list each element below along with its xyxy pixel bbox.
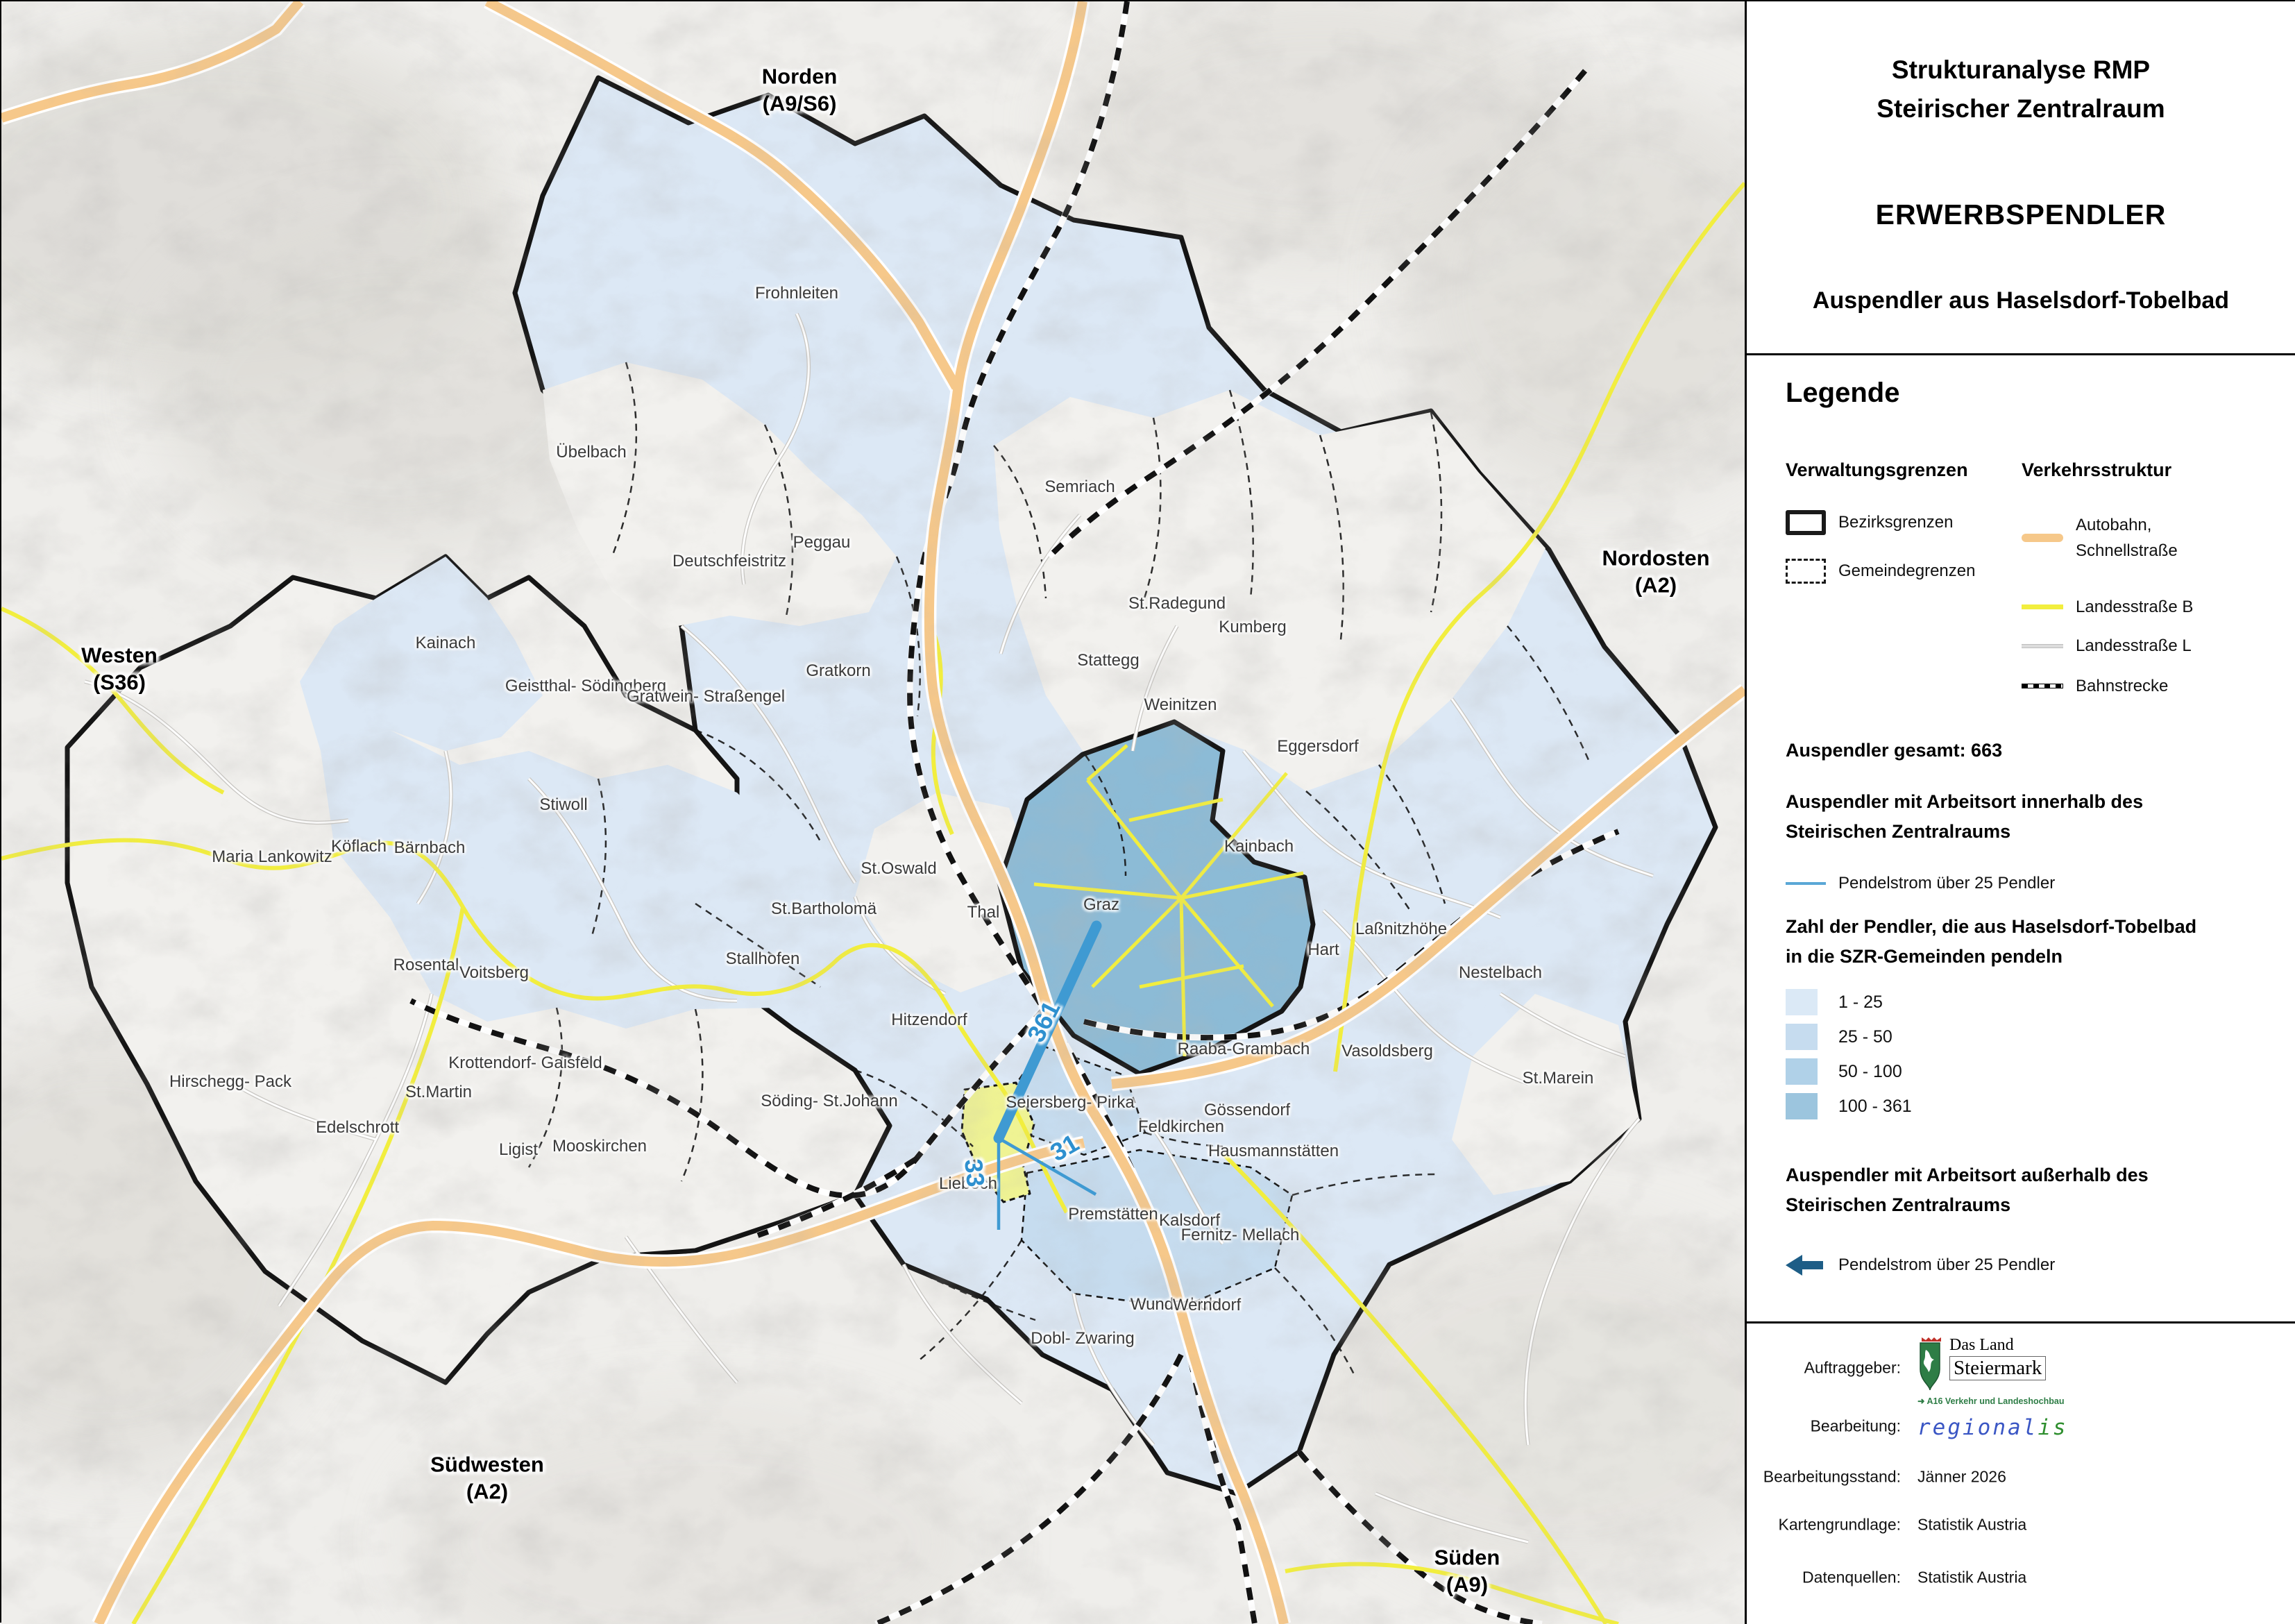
title-box: Strukturanalyse RMP Steirischer Zentralr… [1747, 1, 2295, 355]
credits-box: Auftraggeber: Das Land Steiermark ➜ A16 … [1747, 1321, 2295, 1624]
class-swatch-1 [1786, 989, 1818, 1015]
legend-item-bezirksgrenzen: Bezirksgrenzen [1786, 509, 1953, 535]
legend-item-label: Landesstraße B [2076, 598, 2194, 616]
district-border-icon [1786, 509, 1826, 535]
legend-item-landesstrasse-b: Landesstraße B [2022, 594, 2193, 620]
traffic-heading: Verkehrsstruktur [2022, 459, 2172, 480]
outside-szr-heading: Auspendler mit Arbeitsort außerhalb des … [1786, 1165, 2149, 1216]
legend-item-label: Pendelstrom über 25 Pendler [1838, 874, 2056, 893]
legend-item-landesstrasse-l: Landesstraße L [2022, 633, 2192, 659]
admin-borders-heading: Verwaltungsgrenzen [1786, 459, 1968, 480]
steiermark-logo-text: Das Land Steiermark [1949, 1336, 2047, 1380]
map-title-line2: Steirischer Zentralraum [1877, 94, 2165, 123]
flow-line-31 [997, 1137, 1097, 1196]
steiermark-logo: Das Land Steiermark [1917, 1336, 2047, 1393]
legend-item-autobahn: Autobahn, Schnellstraße [2022, 512, 2178, 564]
kartengrundlage-label: Kartengrundlage: [1778, 1515, 1901, 1534]
steiermark-logo-subline: ➜ A16 Verkehr und Landeshochbau [1917, 1396, 2065, 1406]
map-graphic [1, 1, 1745, 1624]
logo-line1: Das Land [1949, 1336, 2014, 1354]
regionalis-part1: regional [1917, 1415, 2038, 1440]
map-subtitle: Auspendler aus Haselsdorf-Tobelbad [1812, 287, 2230, 314]
terrain-texture [1, 1, 1745, 1624]
regionalis-part2: is [2038, 1415, 2068, 1440]
b-road-line-icon [2022, 604, 2063, 610]
class-row-4: 100 - 361 [1786, 1092, 1912, 1120]
class-row-2: 25 - 50 [1786, 1023, 1892, 1051]
class-range-label: 1 - 25 [1838, 992, 1883, 1012]
legend-heading: Legende [1786, 378, 1900, 408]
legend-item-label: Autobahn, Schnellstraße [2076, 516, 2178, 561]
auftraggeber-label: Auftraggeber: [1804, 1358, 1901, 1377]
railway-line-icon [2022, 684, 2063, 689]
datenquellen-label: Datenquellen: [1802, 1568, 1901, 1587]
legend-item-bahnstrecke: Bahnstrecke [2022, 673, 2168, 699]
logo-line2: Steiermark [1949, 1356, 2047, 1380]
legend-item-gemeindegrenzen: Gemeindegrenzen [1786, 558, 1975, 584]
class-row-1: 1 - 25 [1786, 988, 1883, 1016]
regionalis-logo: regionalis [1917, 1415, 2068, 1440]
bearbeitungsstand-value: Jänner 2026 [1917, 1467, 2006, 1486]
legend-item-flow-inside: Pendelstrom über 25 Pendler [1786, 870, 2055, 896]
classes-heading: Zahl der Pendler, die aus Haselsdorf-Tob… [1786, 916, 2197, 967]
flow-line-icon [1786, 881, 1826, 885]
legend-item-label: Pendelstrom über 25 Pendler [1838, 1255, 2056, 1274]
map-theme-title: ERWERBSPENDLER [1875, 198, 2167, 230]
inside-szr-heading: Auspendler mit Arbeitsort innerhalb des … [1786, 791, 2144, 843]
legend: Legende Verwaltungsgrenzen Verkehrsstruk… [1747, 355, 2295, 1321]
class-swatch-4 [1786, 1093, 1818, 1119]
class-swatch-3 [1786, 1058, 1818, 1085]
class-range-label: 100 - 361 [1838, 1096, 1912, 1116]
municipality-border-icon [1786, 558, 1826, 584]
datenquellen-value: Statistik Austria [1917, 1568, 2027, 1587]
legend-item-label: Landesstraße L [2076, 636, 2192, 655]
info-panel: Strukturanalyse RMP Steirischer Zentralr… [1745, 1, 2295, 1624]
legend-item-label: Gemeindegrenzen [1838, 561, 1976, 580]
class-range-label: 50 - 100 [1838, 1061, 1902, 1081]
kartengrundlage-value: Statistik Austria [1917, 1515, 2027, 1534]
map-canvas: Frohnleiten Übelbach Deutschfeistritz Pegga… [1, 1, 1745, 1624]
legend-item-label: Bezirksgrenzen [1838, 513, 1954, 532]
commuter-flows [993, 920, 1102, 1230]
steiermark-shield-icon [1920, 1337, 1941, 1391]
class-range-label: 25 - 50 [1838, 1026, 1892, 1047]
map-title-line1: Strukturanalyse RMP [1891, 56, 2151, 84]
legend-item-flow-outside: Pendelstrom über 25 Pendler [1786, 1252, 2055, 1278]
motorway-line-icon [2022, 534, 2063, 543]
outflow-arrow-icon [1786, 1254, 1823, 1276]
class-swatch-2 [1786, 1024, 1818, 1050]
bearbeitungsstand-label: Bearbeitungsstand: [1763, 1467, 1901, 1486]
legend-item-label: Bahnstrecke [2076, 677, 2169, 695]
total-outcommuters: Auspendler gesamt: 663 [1786, 740, 2003, 761]
bearbeitung-label: Bearbeitung: [1810, 1416, 1901, 1435]
flow-line-361 [993, 920, 1102, 1144]
class-row-3: 50 - 100 [1786, 1058, 1902, 1085]
l-road-line-icon [2022, 643, 2063, 648]
